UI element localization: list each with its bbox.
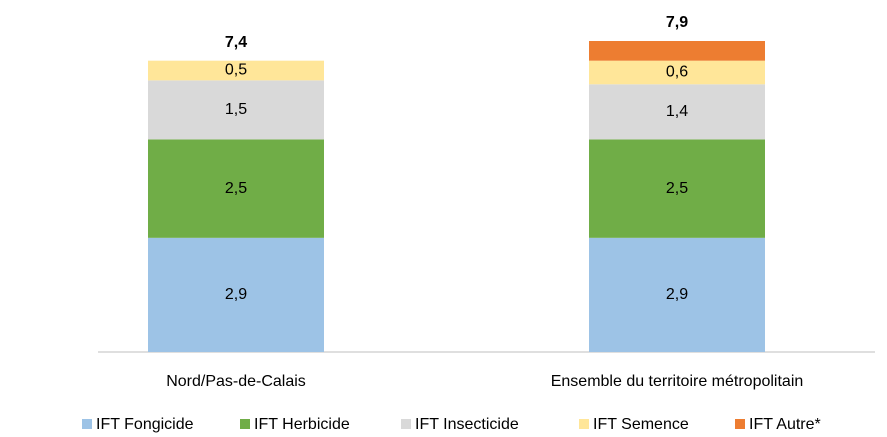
legend-swatch (401, 419, 411, 429)
legend-swatch (240, 419, 250, 429)
bar-segment (148, 139, 324, 238)
bar-segment (148, 237, 324, 352)
total-label: 7,4 (225, 34, 247, 51)
data-label: 0,6 (666, 64, 688, 81)
data-label: 2,9 (666, 286, 688, 303)
data-label: 2,5 (666, 180, 688, 197)
x-tick-label: Nord/Pas-de-Calais (166, 373, 306, 390)
bar-segment (148, 60, 324, 81)
data-label: 0,5 (225, 62, 247, 79)
legend-label: IFT Fongicide (96, 416, 194, 433)
x-tick-label: Ensemble du territoire métropolitain (551, 373, 804, 390)
bar-segment (589, 60, 765, 85)
legend-swatch (735, 419, 745, 429)
data-label: 1,4 (666, 103, 688, 120)
data-label: 2,9 (225, 286, 247, 303)
legend-label: IFT Herbicide (254, 416, 350, 433)
bar-segment (148, 80, 324, 140)
data-label: 2,5 (225, 180, 247, 197)
legend-swatch (82, 419, 92, 429)
data-label: 1,5 (225, 101, 247, 118)
legend-label: IFT Autre* (749, 416, 821, 433)
legend-swatch (579, 419, 589, 429)
bar-segment (589, 41, 765, 61)
bar-segment (589, 84, 765, 140)
total-label: 7,9 (666, 14, 688, 31)
legend-label: IFT Semence (593, 416, 689, 433)
bar-segment (589, 139, 765, 238)
legend-label: IFT Insecticide (415, 416, 519, 433)
bar-segment (589, 237, 765, 352)
